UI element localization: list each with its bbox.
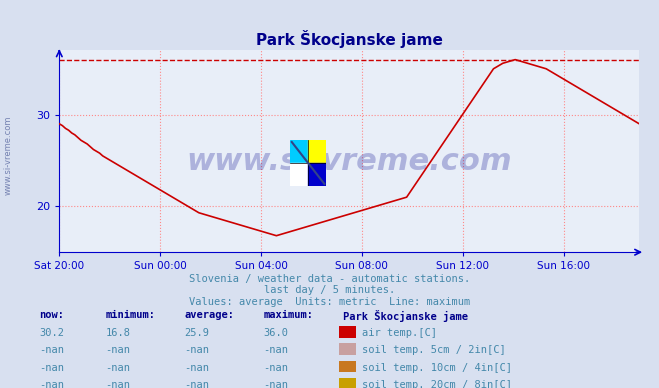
Text: -nan: -nan (105, 380, 130, 388)
Text: www.si-vreme.com: www.si-vreme.com (3, 116, 13, 195)
Text: last day / 5 minutes.: last day / 5 minutes. (264, 285, 395, 295)
Text: www.si-vreme.com: www.si-vreme.com (186, 147, 512, 176)
Text: -nan: -nan (105, 363, 130, 373)
Text: 30.2: 30.2 (40, 328, 65, 338)
Text: 36.0: 36.0 (264, 328, 289, 338)
Bar (290, 140, 308, 163)
Text: now:: now: (40, 310, 65, 320)
Text: minimum:: minimum: (105, 310, 156, 320)
Text: soil temp. 10cm / 4in[C]: soil temp. 10cm / 4in[C] (362, 363, 513, 373)
Text: -nan: -nan (185, 363, 210, 373)
Text: -nan: -nan (40, 380, 65, 388)
Text: 16.8: 16.8 (105, 328, 130, 338)
Text: -nan: -nan (40, 363, 65, 373)
Title: Park Škocjanske jame: Park Škocjanske jame (256, 30, 443, 48)
Bar (308, 140, 326, 163)
Text: soil temp. 5cm / 2in[C]: soil temp. 5cm / 2in[C] (362, 345, 506, 355)
Text: -nan: -nan (185, 380, 210, 388)
Text: 25.9: 25.9 (185, 328, 210, 338)
Text: Values: average  Units: metric  Line: maximum: Values: average Units: metric Line: maxi… (189, 297, 470, 307)
Text: average:: average: (185, 310, 235, 320)
Text: -nan: -nan (40, 345, 65, 355)
Text: -nan: -nan (185, 345, 210, 355)
Text: Slovenia / weather data - automatic stations.: Slovenia / weather data - automatic stat… (189, 274, 470, 284)
Text: -nan: -nan (264, 380, 289, 388)
Text: -nan: -nan (264, 363, 289, 373)
Text: air temp.[C]: air temp.[C] (362, 328, 438, 338)
Text: Park Škocjanske jame: Park Škocjanske jame (343, 310, 468, 322)
Text: soil temp. 20cm / 8in[C]: soil temp. 20cm / 8in[C] (362, 380, 513, 388)
Bar (290, 163, 308, 186)
Bar (308, 163, 326, 186)
Text: -nan: -nan (105, 345, 130, 355)
Text: -nan: -nan (264, 345, 289, 355)
Text: maximum:: maximum: (264, 310, 314, 320)
